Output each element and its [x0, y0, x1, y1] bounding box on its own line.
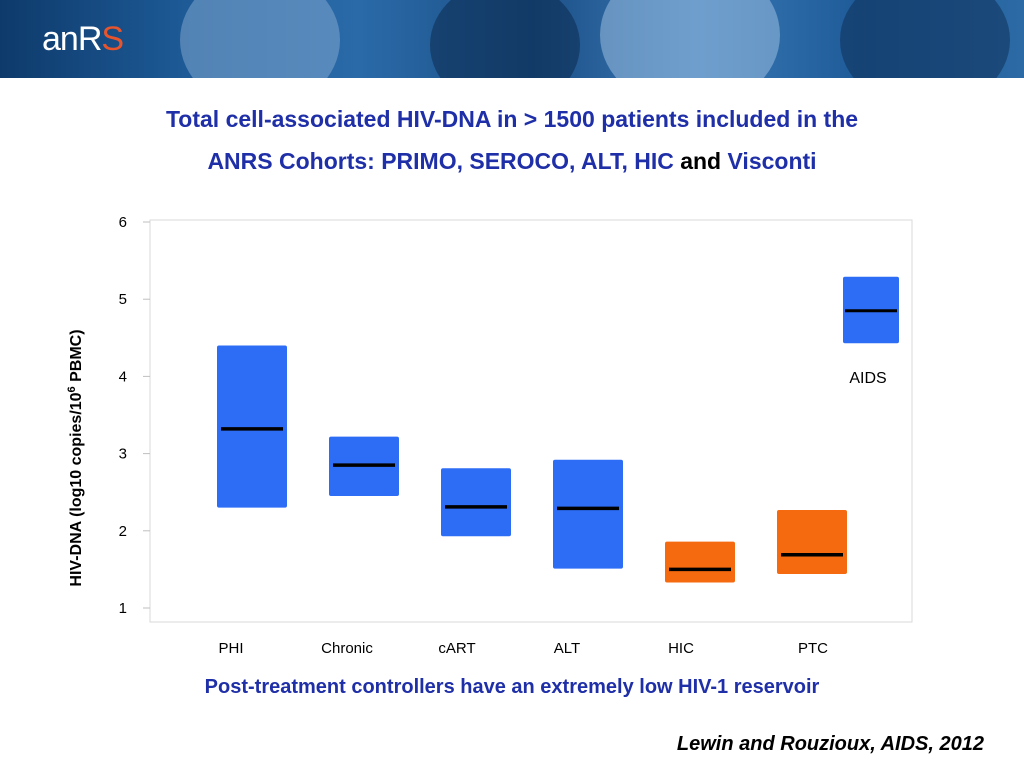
y-tick-label: 1 — [119, 600, 127, 617]
plot-area-frame — [149, 219, 913, 623]
x-tick-label: ALT — [554, 640, 580, 657]
y-tick-label: 4 — [119, 368, 127, 385]
slide-title: Total cell-associated HIV-DNA in > 1500 … — [40, 98, 984, 182]
banner-photo — [180, 0, 340, 78]
x-tick-label: PHI — [218, 640, 243, 657]
aids-label: AIDS — [849, 370, 886, 387]
title-line-2: ANRS Cohorts: PRIMO, SEROCO, ALT, HIC an… — [207, 148, 817, 174]
x-tick-label: cART — [438, 640, 475, 657]
x-tick-label: PTC — [798, 640, 828, 657]
y-tick-label: 6 — [119, 214, 127, 231]
citation: Lewin and Rouzioux, AIDS, 2012 — [676, 733, 984, 755]
banner-photo — [430, 0, 580, 78]
title-line-1: Total cell-associated HIV-DNA in > 1500 … — [165, 106, 859, 132]
y-tick-label: 3 — [119, 446, 127, 463]
y-tick-label: 2 — [119, 523, 127, 540]
x-tick-label: Chronic — [321, 640, 373, 657]
box-phi — [217, 345, 287, 508]
box-alt — [553, 459, 623, 569]
x-tick-label: HIC — [668, 640, 694, 657]
header-banner: anRS — [0, 0, 1024, 78]
anrs-logo: anRS — [42, 20, 124, 58]
box-ptc — [777, 509, 847, 575]
y-tick-label: 5 — [119, 291, 127, 308]
box-hic — [665, 541, 735, 583]
banner-photo — [840, 0, 1010, 78]
box-cart — [441, 468, 511, 537]
chart-caption: Post-treatment controllers have an extre… — [204, 676, 820, 698]
y-axis-title: HIV-DNA (log10 copies/106 PBMC) — [66, 329, 85, 586]
banner-photo — [600, 0, 780, 78]
